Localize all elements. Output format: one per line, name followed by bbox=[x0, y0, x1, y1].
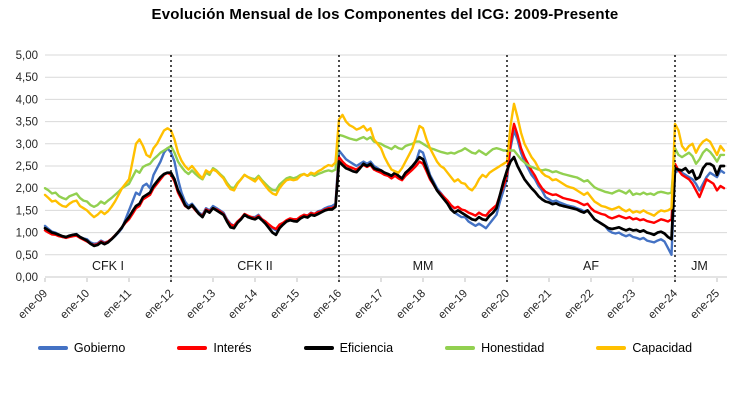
y-tick-label: 4,00 bbox=[16, 94, 38, 106]
y-tick-label: 1,00 bbox=[16, 228, 38, 240]
y-tick-label: 5,00 bbox=[16, 50, 38, 62]
legend-label-eficiencia: Eficiencia bbox=[339, 341, 394, 355]
x-tick-label: ene-13 bbox=[184, 288, 218, 322]
x-tick-label: ene-11 bbox=[101, 288, 134, 321]
x-tick-label: ene-20 bbox=[478, 288, 512, 322]
legend-swatch-honestidad bbox=[445, 346, 476, 350]
x-tick-label: ene-18 bbox=[394, 288, 428, 322]
period-label: AF bbox=[583, 259, 599, 273]
period-label: CFK II bbox=[237, 259, 272, 273]
chart-legend: Gobierno Interés Eficiencia Honestidad C… bbox=[0, 341, 730, 355]
x-tick-label: ene-09 bbox=[16, 288, 50, 322]
legend-label-capacidad: Capacidad bbox=[632, 341, 693, 355]
x-tick-label: ene-17 bbox=[352, 288, 386, 322]
x-tick-label: ene-19 bbox=[436, 288, 470, 322]
series-line-eficiencia bbox=[43, 155, 726, 248]
y-tick-label: 0,50 bbox=[16, 250, 38, 262]
y-tick-label: 1,50 bbox=[16, 205, 38, 217]
x-tick-label: ene-12 bbox=[142, 288, 176, 322]
x-tick-label: ene-10 bbox=[58, 288, 92, 322]
series-line-honestidad bbox=[43, 133, 726, 209]
series-line-interes bbox=[43, 122, 726, 247]
chart-title: Evolución Mensual de los Componentes del… bbox=[151, 6, 619, 23]
legend-item-honestidad: Honestidad bbox=[445, 341, 544, 355]
y-tick-label: 2,00 bbox=[16, 183, 38, 195]
legend-label-interes: Interés bbox=[213, 341, 252, 355]
y-tick-label: 4,50 bbox=[16, 72, 38, 84]
x-tick-label: ene-16 bbox=[310, 288, 344, 322]
x-tick-label: ene-24 bbox=[646, 287, 680, 321]
x-tick-label: ene-22 bbox=[562, 288, 596, 322]
x-tick-label: ene-25 bbox=[688, 288, 722, 322]
y-tick-label: 3,00 bbox=[16, 139, 38, 151]
legend-swatch-eficiencia bbox=[303, 346, 334, 350]
legend-swatch-gobierno bbox=[37, 346, 68, 350]
legend-swatch-interes bbox=[177, 346, 208, 350]
legend-item-gobierno: Gobierno bbox=[37, 341, 126, 355]
legend-label-honestidad: Honestidad bbox=[481, 341, 545, 355]
legend-item-capacidad: Capacidad bbox=[596, 341, 692, 355]
y-tick-label: 2,50 bbox=[16, 161, 38, 173]
y-tick-label: 3,50 bbox=[16, 117, 38, 129]
x-tick-label: ene-23 bbox=[604, 288, 638, 322]
period-label: MM bbox=[413, 259, 434, 273]
x-tick-label: ene-14 bbox=[226, 287, 260, 321]
period-label: JM bbox=[691, 259, 708, 273]
legend-label-gobierno: Gobierno bbox=[73, 341, 126, 355]
period-label: CFK I bbox=[92, 259, 124, 273]
x-tick-label: ene-15 bbox=[268, 288, 302, 322]
series-line-capacidad bbox=[43, 102, 726, 219]
y-tick-label: 0,00 bbox=[16, 272, 38, 284]
legend-item-interes: Interés bbox=[177, 341, 252, 355]
legend-swatch-capacidad bbox=[596, 346, 627, 350]
x-tick-label: ene-21 bbox=[520, 288, 554, 322]
legend-item-eficiencia: Eficiencia bbox=[303, 341, 394, 355]
